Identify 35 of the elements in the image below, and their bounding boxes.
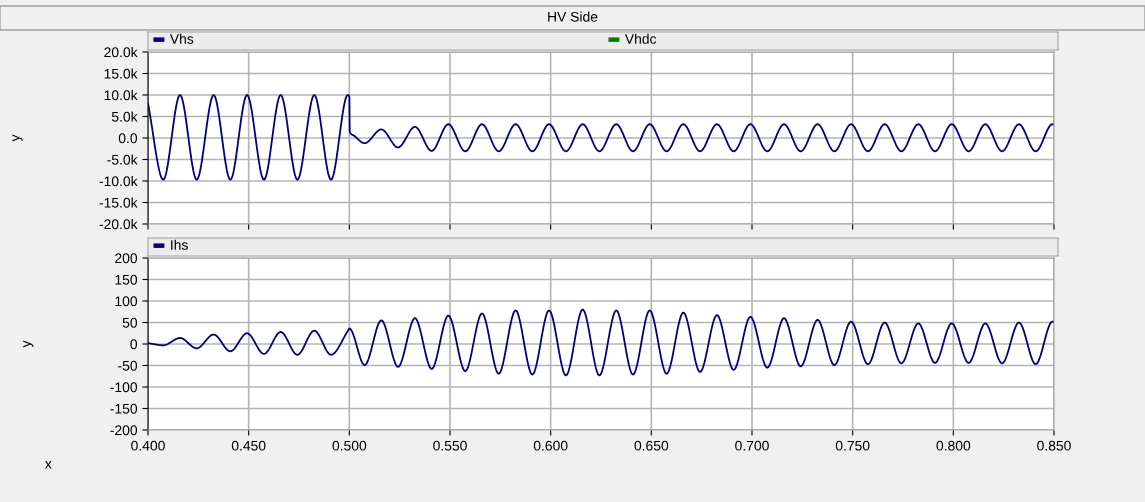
x-tick-label: 0.400 — [131, 440, 165, 451]
y-tick-label: 15.0k — [104, 68, 138, 79]
y-tick-label: 50 — [122, 317, 138, 328]
y-tick-label: 0 — [130, 339, 138, 350]
x-axis-title: x — [45, 461, 52, 469]
y-tick-label: 5.0k — [111, 111, 138, 122]
y-axis-title: y — [23, 340, 34, 348]
y-tick-label: 0.0 — [118, 133, 138, 144]
legend-label: Vhdc — [624, 33, 657, 44]
y-tick-label: -200 — [110, 425, 138, 436]
x-tick-label: 0.600 — [533, 440, 568, 451]
x-tick-label: 0.750 — [835, 440, 870, 451]
legend-label: Ihs — [171, 239, 188, 250]
x-tick-label: 0.650 — [634, 440, 669, 451]
x-tick-label: 0.850 — [1037, 440, 1071, 451]
y-tick-label: 200 — [115, 253, 138, 264]
legend-label: Vhs — [169, 33, 194, 44]
y-tick-label: -5.0k — [107, 154, 138, 165]
y-tick-label: -150 — [110, 403, 138, 414]
y-tick-label: -15.0k — [99, 197, 138, 208]
x-tick-label: 0.450 — [231, 440, 266, 451]
chart-title: HV Side — [548, 11, 598, 22]
x-tick-label: 0.700 — [735, 440, 769, 451]
x-tick-label: 0.800 — [936, 440, 971, 451]
y-axis-title: y — [12, 134, 23, 142]
x-tick-label: 0.500 — [332, 440, 367, 451]
y-tick-label: -100 — [110, 382, 138, 393]
y-tick-label: 150 — [115, 274, 138, 285]
y-tick-label: -50 — [118, 360, 138, 371]
y-tick-label: 10.0k — [104, 89, 138, 101]
y-tick-label: 20.0k — [104, 46, 138, 58]
x-tick-label: 0.550 — [433, 440, 467, 451]
y-tick-label: -20.0k — [99, 218, 138, 230]
y-tick-label: 100 — [115, 296, 138, 307]
y-tick-label: -10.0k — [99, 175, 138, 187]
